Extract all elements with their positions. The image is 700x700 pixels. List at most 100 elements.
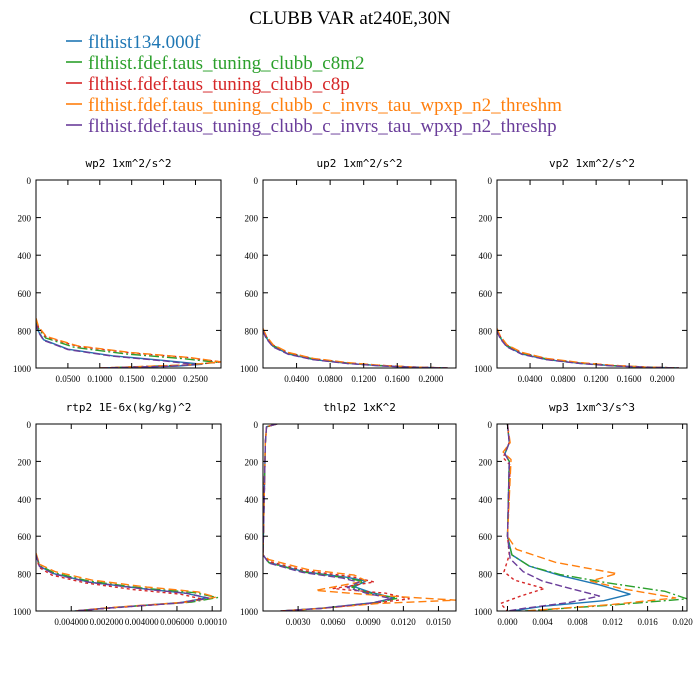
series-line-0-1 [36, 319, 219, 368]
ytick-label-0-5: 1000 [13, 364, 32, 374]
xtick-label-2-0: 0.0400 [518, 374, 543, 384]
figure-title: CLUBB VAR at240E,30N [249, 8, 451, 29]
panel-5: wp3 1xm^3/s^3 0 200 400 600 800 1000 0.000 0.004… [474, 401, 693, 627]
panel-frame-1 [262, 179, 457, 369]
panel-1: up2 1xm^2/s^2 0 200 400 600 800 1000 0.0400 0.08… [240, 157, 457, 384]
legend-item-2: flthist.fdef.taus_tuning_clubb_c8p [66, 74, 350, 95]
xtick-label-2-3: 0.1600 [617, 374, 642, 384]
panel-title-5: wp3 1xm^3/s^3 [549, 401, 635, 414]
legend-item-1: flthist.fdef.taus_tuning_clubb_c8m2 [66, 53, 365, 74]
ytick-label-1-5: 1000 [240, 364, 259, 374]
xtick-label-2-2: 0.1200 [584, 374, 609, 384]
ytick-label-4-5: 1000 [240, 607, 259, 617]
legend-label-4: flthist.fdef.taus_tuning_clubb_c_invrs_t… [88, 116, 557, 137]
legend-label-1: flthist.fdef.taus_tuning_clubb_c8m2 [88, 53, 365, 74]
xtick-label-5-3: 0.012 [602, 617, 622, 627]
xtick-label-0-3: 0.2000 [151, 374, 176, 384]
series-line-0-4 [36, 323, 197, 368]
ytick-label-5-1: 200 [479, 457, 493, 467]
series-line-4-1 [263, 424, 399, 611]
xtick-label-2-1: 0.0800 [551, 374, 576, 384]
panel-title-4: thlp2 1xK^2 [323, 401, 396, 414]
ytick-label-5-2: 400 [479, 495, 493, 505]
series-line-2-3 [497, 328, 679, 368]
panel-title-3: rtp2 1E-6x(kg/kg)^2 [66, 401, 192, 414]
ytick-label-0-4: 800 [18, 326, 32, 336]
ytick-label-5-4: 800 [479, 570, 493, 580]
ytick-label-2-3: 600 [479, 289, 493, 299]
series-line-2-2 [497, 328, 679, 368]
ytick-label-2-2: 400 [479, 251, 493, 261]
ytick-label-2-1: 200 [479, 214, 493, 224]
xtick-label-1-1: 0.0800 [318, 374, 343, 384]
series-line-2-0 [497, 330, 679, 368]
ytick-label-5-3: 600 [479, 532, 493, 542]
ytick-label-3-1: 200 [18, 457, 32, 467]
series-line-3-4 [36, 554, 210, 611]
xtick-label-1-2: 0.1200 [351, 374, 376, 384]
series-line-4-3 [263, 424, 456, 611]
series-line-4-4 [263, 424, 393, 611]
xtick-label-0-0: 0.0500 [56, 374, 81, 384]
ytick-label-1-3: 600 [245, 289, 259, 299]
series-line-2-1 [497, 329, 679, 368]
panel-0: wp2 1xm^2/s^2 0 200 400 600 800 1000 0.0500 0.10… [13, 157, 222, 384]
ytick-label-1-1: 200 [245, 214, 259, 224]
series-line-1-4 [263, 331, 448, 368]
legend-item-4: flthist.fdef.taus_tuning_clubb_c_invrs_t… [66, 116, 557, 137]
legend: flthist134.000f flthist.fdef.taus_tuning… [66, 32, 562, 137]
panel-series-3 [36, 552, 219, 611]
ytick-label-3-3: 600 [18, 532, 32, 542]
xtick-label-4-0: 0.0030 [286, 617, 311, 627]
legend-label-0: flthist134.000f [88, 32, 201, 53]
xtick-label-3-3: 0.006000 [160, 617, 194, 627]
xtick-label-1-0: 0.0400 [284, 374, 309, 384]
xtick-label-5-5: 0.020 [672, 617, 693, 627]
xtick-label-4-3: 0.0120 [391, 617, 416, 627]
xtick-label-0-4: 0.2500 [183, 374, 208, 384]
ytick-label-1-2: 400 [245, 251, 259, 261]
series-line-1-0 [263, 330, 448, 368]
xtick-label-4-4: 0.0150 [426, 617, 451, 627]
ytick-label-2-4: 800 [479, 326, 493, 336]
xtick-label-3-0: 0.004000 [54, 617, 88, 627]
series-line-5-2 [499, 424, 545, 611]
panel-series-1 [263, 328, 448, 368]
ytick-label-3-5: 1000 [13, 607, 32, 617]
ytick-label-4-0: 0 [254, 420, 259, 430]
ytick-label-3-0: 0 [27, 420, 32, 430]
xtick-label-5-4: 0.016 [637, 617, 658, 627]
panel-series-0 [36, 317, 221, 368]
xtick-label-0-2: 0.1500 [119, 374, 144, 384]
xtick-label-4-1: 0.0060 [321, 617, 346, 627]
xtick-label-4-2: 0.0090 [356, 617, 381, 627]
series-line-1-1 [263, 329, 448, 368]
ytick-label-4-1: 200 [245, 457, 259, 467]
legend-label-3: flthist.fdef.taus_tuning_clubb_c_invrs_t… [88, 95, 562, 116]
ytick-label-5-5: 1000 [474, 607, 493, 617]
ytick-label-5-0: 0 [488, 420, 493, 430]
ytick-label-3-2: 400 [18, 495, 32, 505]
series-line-5-4 [504, 424, 601, 611]
xtick-label-3-4: 0.00010 [198, 617, 228, 627]
series-line-4-2 [263, 424, 410, 611]
ytick-label-4-4: 800 [245, 570, 259, 580]
series-line-5-3 [502, 424, 677, 611]
panel-series-4 [263, 424, 456, 611]
xtick-label-5-2: 0.008 [567, 617, 588, 627]
xtick-label-3-1: 0.002000 [90, 617, 124, 627]
panel-series-2 [497, 328, 679, 368]
series-line-2-4 [497, 331, 679, 368]
ytick-label-1-4: 800 [245, 326, 259, 336]
series-line-0-3 [36, 317, 221, 368]
series-line-3-1 [36, 553, 219, 611]
ytick-label-0-2: 400 [18, 251, 32, 261]
xtick-label-5-1: 0.004 [532, 617, 553, 627]
legend-item-0: flthist134.000f [66, 32, 201, 53]
series-line-1-3 [263, 328, 448, 368]
ytick-label-2-0: 0 [488, 176, 493, 186]
ytick-label-0-3: 600 [18, 289, 32, 299]
xtick-label-5-0: 0.000 [497, 617, 518, 627]
xtick-label-0-1: 0.1000 [87, 374, 112, 384]
